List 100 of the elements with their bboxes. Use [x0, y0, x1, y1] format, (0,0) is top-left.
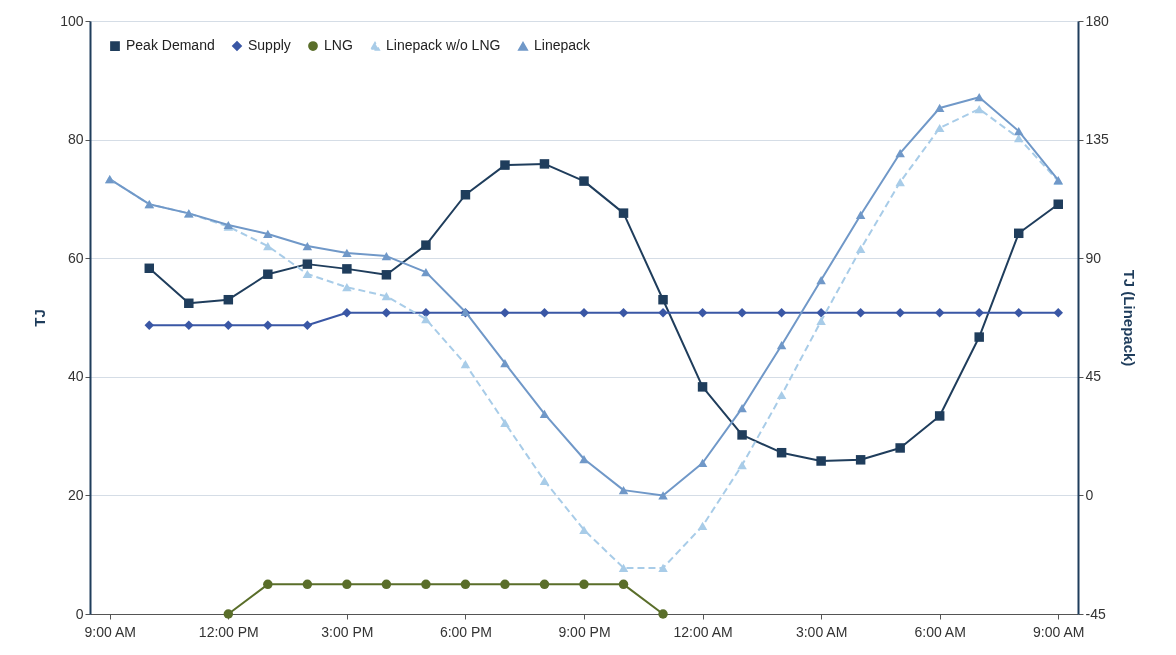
legend-label: LNG: [324, 37, 353, 54]
point: [144, 263, 155, 274]
point: [342, 248, 352, 258]
point: [934, 411, 945, 421]
point: [974, 104, 984, 114]
point: [737, 308, 747, 318]
point: [816, 275, 826, 285]
point: [618, 579, 629, 590]
y-axis-title: TJ: [31, 309, 49, 327]
point: [342, 308, 352, 318]
point: [816, 308, 826, 318]
point: [223, 294, 234, 305]
point: [579, 525, 589, 535]
x-tick-label: 9:00 AM: [84, 623, 136, 640]
point: [618, 563, 629, 572]
y-tick-label: 60: [67, 249, 84, 266]
point: [421, 579, 431, 590]
point: [263, 269, 273, 279]
point: [421, 308, 431, 318]
point: [460, 579, 471, 590]
y-tick-label: 40: [67, 368, 84, 385]
point: [697, 458, 708, 468]
point: [1053, 308, 1063, 318]
y2-tick-label: -45: [1085, 605, 1106, 622]
point: [421, 314, 431, 324]
point: [381, 251, 392, 261]
point: [342, 264, 352, 274]
x-tick-label: 9:00 PM: [558, 623, 611, 640]
legend-label: Linepack: [534, 37, 592, 54]
point: [263, 579, 273, 590]
x-tick-label: 6:00 AM: [914, 623, 966, 640]
point: [855, 308, 866, 318]
point: [381, 308, 392, 318]
y2-tick-label: 180: [1085, 12, 1110, 29]
point: [579, 176, 589, 186]
y2-tick-label: 135: [1085, 131, 1110, 148]
point: [658, 609, 668, 619]
point: [1053, 199, 1063, 209]
x-tick-label: 3:00 PM: [321, 623, 374, 640]
point: [658, 308, 668, 318]
x-tick-label: 9:00 AM: [1033, 623, 1085, 640]
point: [500, 579, 510, 590]
point: [658, 491, 668, 500]
point: [539, 579, 550, 590]
y-tick-label: 20: [67, 486, 84, 503]
point: [974, 332, 984, 342]
point: [302, 320, 313, 330]
point: [579, 454, 589, 464]
x-tick-label: 12:00 PM: [198, 623, 259, 640]
point: [658, 294, 668, 305]
point: [934, 103, 945, 113]
x-tick-label: 6:00 PM: [439, 623, 493, 640]
point: [421, 240, 431, 250]
legend-label: Peak Demand: [126, 37, 215, 54]
point: [381, 579, 392, 590]
point: [500, 418, 510, 428]
point: [895, 308, 905, 318]
point: [263, 320, 273, 330]
point: [776, 447, 787, 458]
y-tick-label: 80: [67, 131, 84, 148]
point: [855, 210, 866, 220]
y-tick-label: 100: [60, 12, 84, 29]
point: [184, 298, 194, 309]
point: [1013, 308, 1024, 318]
y2-tick-label: 0: [1085, 486, 1094, 503]
point: [342, 283, 352, 292]
point: [934, 123, 945, 133]
legend-label: Linepack w/o LNG: [386, 37, 501, 54]
point: [539, 308, 550, 318]
point: [855, 455, 866, 465]
point: [816, 316, 826, 326]
point: [697, 308, 708, 318]
point: [737, 460, 747, 470]
point: [697, 382, 708, 392]
point: [184, 320, 194, 330]
point: [737, 430, 747, 440]
point: [460, 360, 471, 369]
point: [776, 341, 787, 350]
point: [1013, 228, 1024, 239]
point: [1013, 127, 1024, 136]
point: [223, 609, 234, 619]
point: [381, 292, 392, 301]
x-tick-label: 12:00 AM: [673, 623, 733, 640]
point: [144, 320, 155, 330]
point: [381, 270, 392, 280]
point: [579, 579, 589, 590]
point: [895, 177, 905, 187]
point: [658, 563, 668, 572]
point: [500, 160, 510, 170]
point: [895, 148, 905, 158]
point: [302, 259, 313, 269]
point: [618, 208, 629, 218]
point: [618, 486, 629, 495]
point: [263, 229, 273, 239]
point: [460, 190, 471, 200]
y2-axis-title: TJ (Linepack): [1120, 269, 1138, 367]
y2-tick-label: 45: [1085, 368, 1102, 385]
point: [816, 456, 826, 466]
point: [539, 476, 550, 486]
point: [263, 241, 273, 251]
